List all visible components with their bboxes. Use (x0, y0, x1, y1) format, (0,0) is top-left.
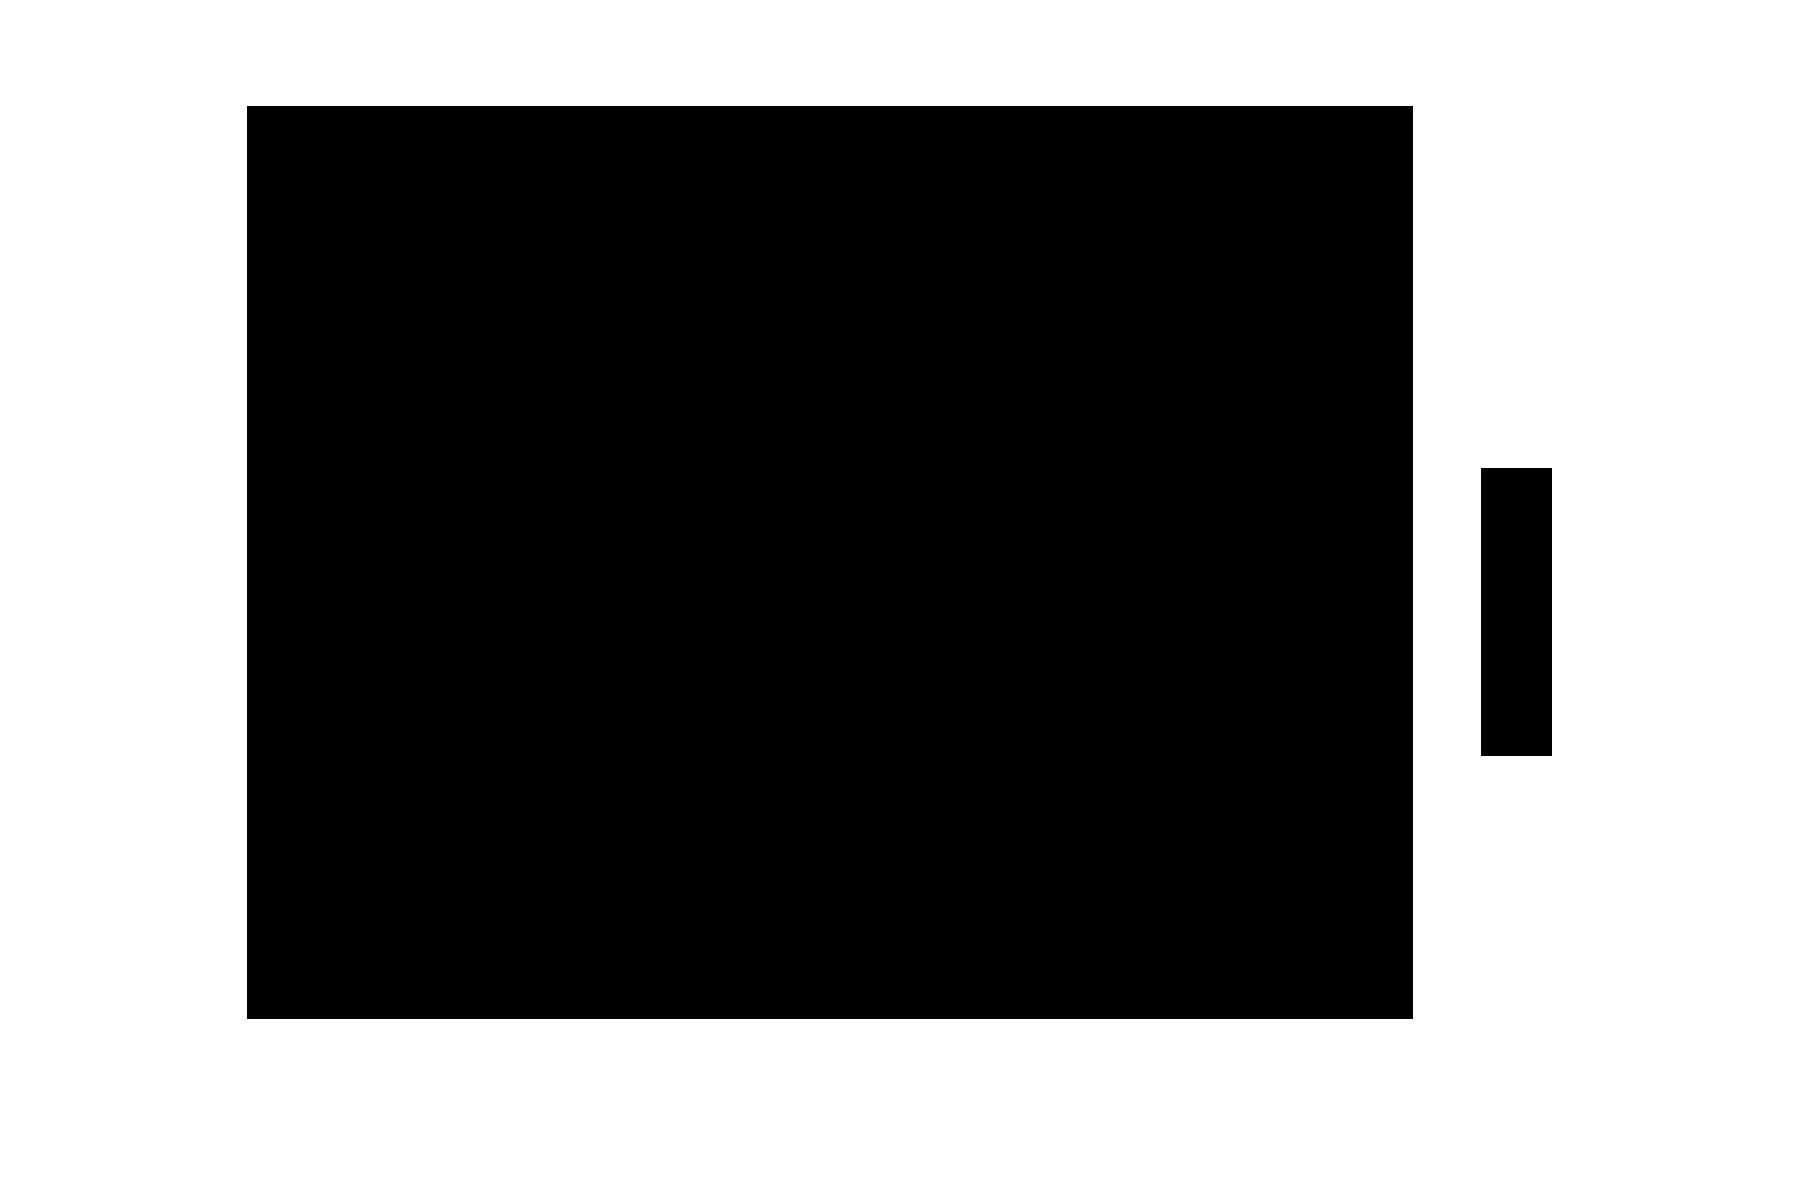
legend (1481, 468, 1552, 756)
plot-panel-background (247, 106, 1413, 1019)
legend-item-aah (1504, 491, 1530, 517)
legend-item-miac (1504, 707, 1530, 733)
legend-dot-iac-icon (1504, 635, 1530, 661)
legend-dot-aah-icon (1504, 491, 1530, 517)
legend-item-ais (1504, 563, 1530, 589)
legend-dot-miac-icon (1504, 707, 1530, 733)
legend-item-iac (1504, 635, 1530, 661)
legend-dot-ais-icon (1504, 563, 1530, 589)
